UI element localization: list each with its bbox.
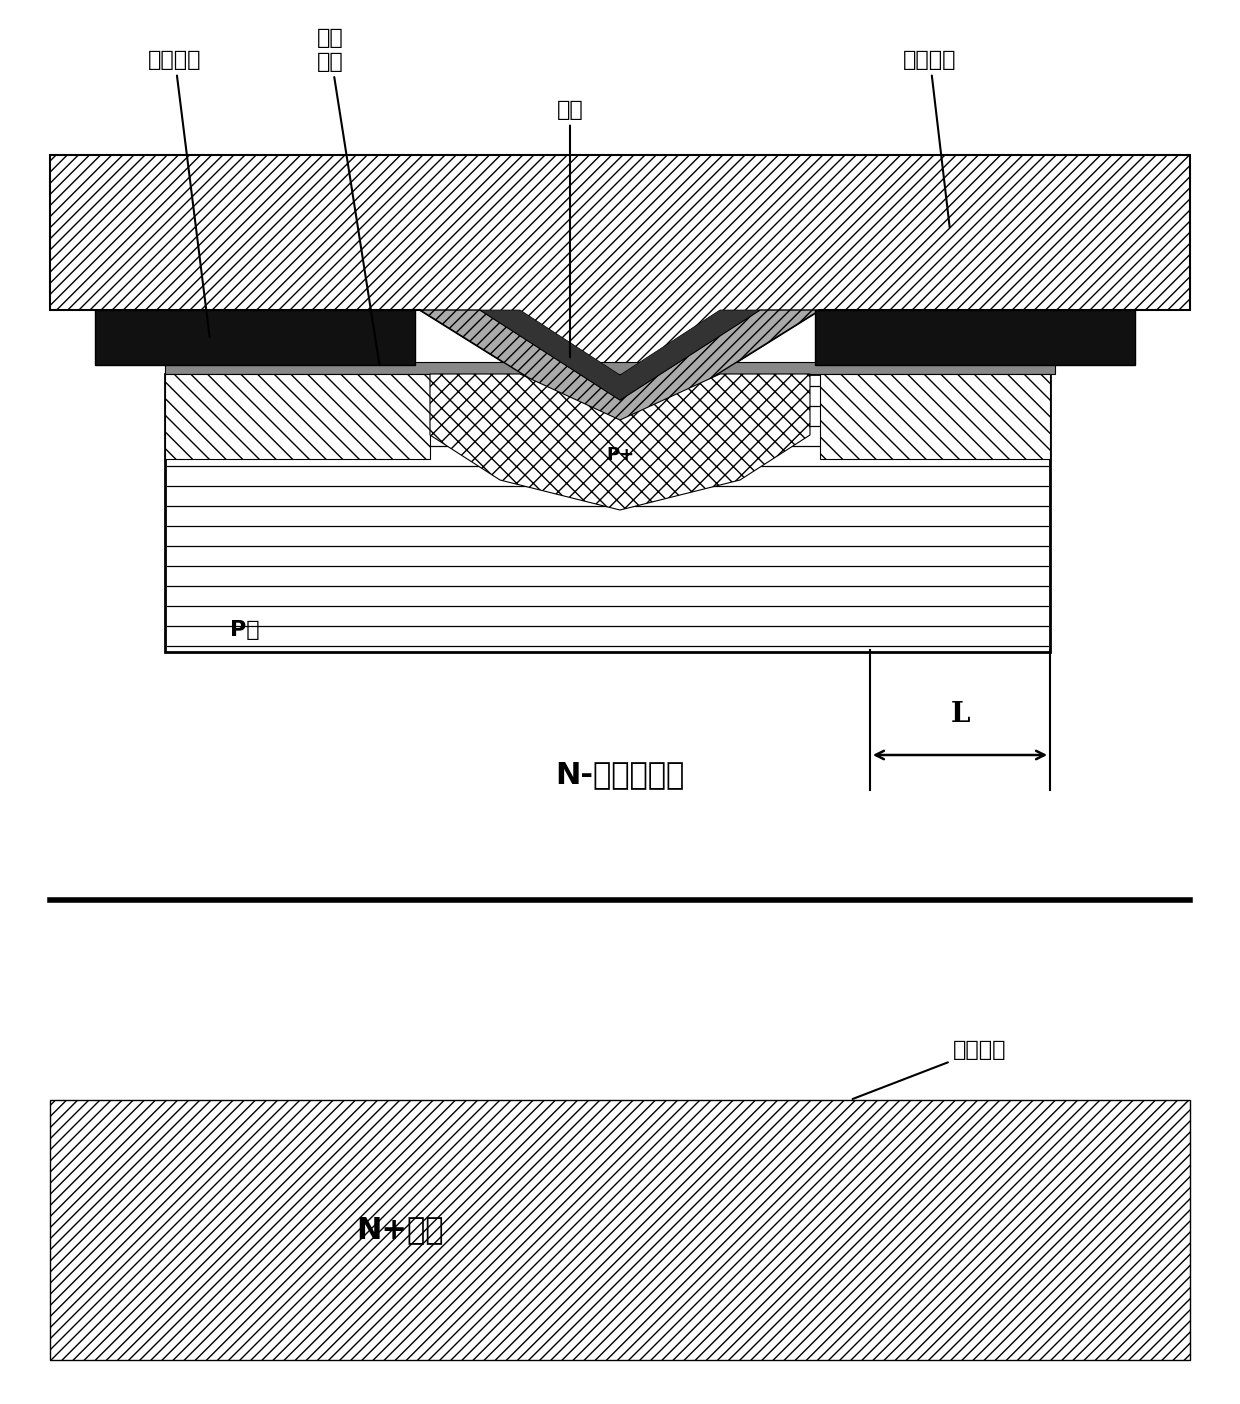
Polygon shape — [815, 310, 1135, 365]
Polygon shape — [430, 373, 810, 510]
Polygon shape — [95, 310, 415, 365]
Polygon shape — [480, 310, 760, 400]
Text: 背面金属: 背面金属 — [853, 1040, 1007, 1099]
Polygon shape — [820, 373, 1050, 459]
Polygon shape — [165, 362, 1055, 373]
Text: N+衬底: N+衬底 — [356, 1216, 444, 1244]
Text: L: L — [950, 702, 970, 729]
Polygon shape — [165, 373, 1050, 651]
Polygon shape — [50, 1099, 1190, 1360]
Polygon shape — [50, 650, 1190, 900]
Text: P阱: P阱 — [229, 621, 259, 640]
Text: P+: P+ — [606, 446, 634, 463]
Text: 金属: 金属 — [557, 100, 583, 357]
Text: N-碳化硅外延: N-碳化硅外延 — [556, 761, 684, 789]
Polygon shape — [165, 373, 430, 459]
Text: 层间介质: 层间介质 — [903, 51, 957, 227]
Text: 栅极材料: 栅极材料 — [149, 51, 210, 337]
Polygon shape — [420, 310, 820, 435]
Polygon shape — [50, 154, 1190, 435]
Text: 栅介
质层: 栅介 质层 — [316, 28, 379, 365]
